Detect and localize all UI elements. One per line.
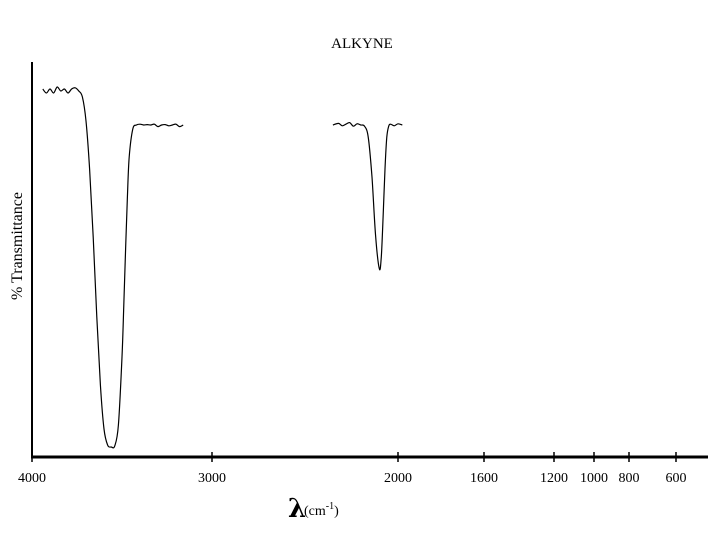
x-ticks: 4000 3000 2000 1600 1200 1000 800 600 bbox=[18, 452, 687, 486]
spectrum-line-segment-2 bbox=[332, 121, 403, 271]
spectrum-line-segment-1 bbox=[42, 86, 184, 449]
x-tick-label-800: 800 bbox=[619, 471, 640, 486]
x-axis-unit-close: ) bbox=[334, 504, 339, 519]
x-tick-label-3000: 3000 bbox=[198, 471, 226, 486]
x-tick-label-1200: 1200 bbox=[540, 471, 568, 486]
y-axis-label: % Transmittance bbox=[9, 192, 26, 300]
spectrum-series bbox=[42, 86, 403, 449]
x-axis-unit-superscript: -1 bbox=[326, 501, 334, 512]
x-tick-label-600: 600 bbox=[666, 471, 687, 486]
x-axis-unit-open: (cm bbox=[304, 504, 326, 519]
axes bbox=[31, 62, 708, 459]
x-axis-label: λ (cm-1) bbox=[288, 494, 339, 524]
chart-title: ALKYNE bbox=[331, 36, 393, 52]
x-axis-lambda-symbol: λ bbox=[288, 494, 306, 524]
x-axis-unit: (cm-1) bbox=[304, 501, 339, 519]
x-tick-label-1000: 1000 bbox=[580, 471, 608, 486]
x-tick-label-1600: 1600 bbox=[470, 471, 498, 486]
x-tick-label-4000: 4000 bbox=[18, 471, 46, 486]
x-tick-label-2000: 2000 bbox=[384, 471, 412, 486]
